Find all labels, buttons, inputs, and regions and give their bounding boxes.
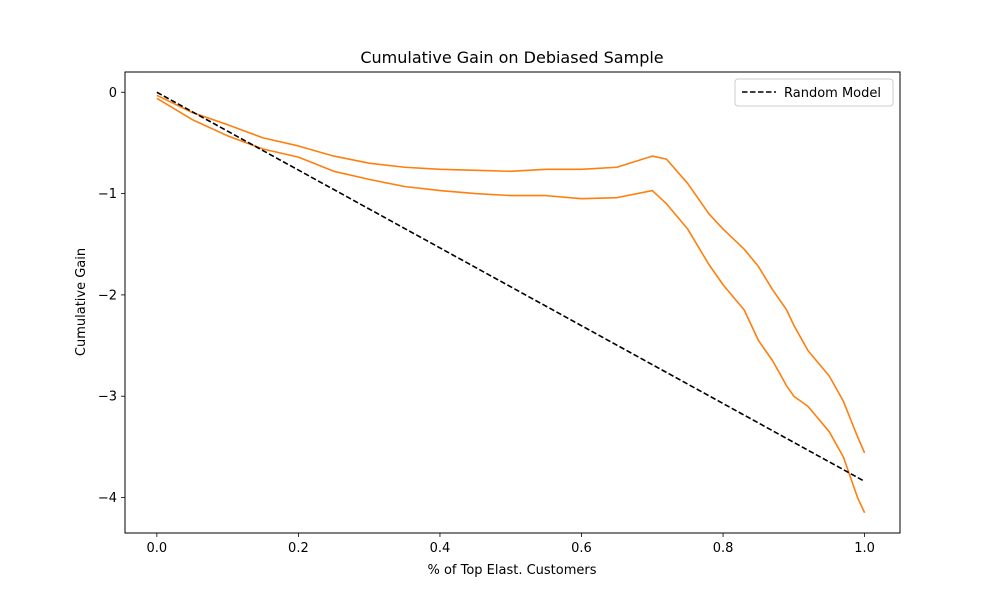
legend-label-random-model: Random Model bbox=[784, 86, 881, 101]
plot-frame bbox=[124, 71, 901, 534]
y-axis: 0 −1 −2 −3 −4 bbox=[98, 86, 125, 506]
x-axis-title: % of Top Elast. Customers bbox=[427, 563, 596, 578]
series-line-gain-1 bbox=[156, 94, 866, 454]
legend-box bbox=[734, 78, 894, 107]
x-tick-label: 0.6 bbox=[571, 541, 592, 556]
series-layer bbox=[156, 91, 866, 514]
y-tick-label: −2 bbox=[98, 288, 117, 303]
series-line-gain-2 bbox=[156, 97, 866, 514]
x-axis: 0.0 0.2 0.4 0.6 0.8 1.0 bbox=[147, 533, 875, 556]
y-tick-label: 0 bbox=[109, 86, 117, 101]
chart-title: Cumulative Gain on Debiased Sample bbox=[360, 48, 663, 67]
legend: Random Model bbox=[734, 78, 894, 107]
x-tick-label: 0.2 bbox=[288, 541, 309, 556]
y-tick-label: −3 bbox=[98, 390, 117, 405]
y-tick-label: −1 bbox=[98, 187, 117, 202]
x-tick-label: 1.0 bbox=[854, 541, 875, 556]
y-tick-label: −4 bbox=[98, 491, 117, 506]
x-tick-label: 0.0 bbox=[147, 541, 168, 556]
series-line-random-model bbox=[156, 91, 865, 483]
x-tick-label: 0.8 bbox=[713, 541, 734, 556]
y-axis-title: Cumulative Gain bbox=[74, 248, 89, 356]
x-tick-label: 0.4 bbox=[430, 541, 451, 556]
